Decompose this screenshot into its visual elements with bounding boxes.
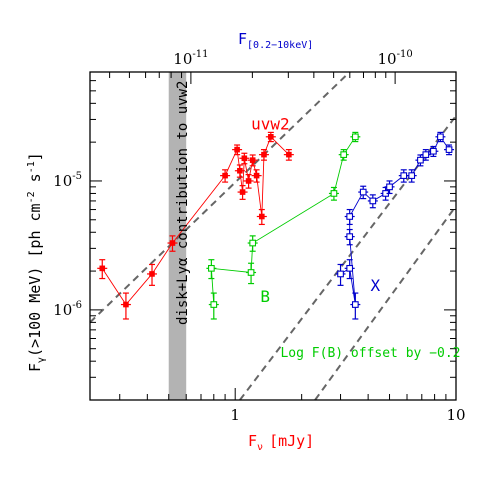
data-point	[123, 301, 129, 308]
plot-frame	[89, 71, 457, 401]
x-tick-label: 10	[446, 406, 465, 424]
top-tick-label: 10-11	[173, 49, 208, 68]
axes-layer: 1 10 10-6 10-5 10-11 10-10	[53, 49, 465, 424]
series-layer	[97, 131, 455, 320]
data-point	[369, 197, 377, 205]
y-tick-label: 10-5	[53, 171, 82, 190]
data-point	[437, 133, 444, 141]
series-line	[210, 136, 356, 305]
data-point	[417, 156, 424, 164]
data-point	[346, 264, 354, 272]
data-point	[351, 301, 359, 308]
series-uvw2	[97, 131, 294, 320]
data-point	[340, 151, 348, 158]
annotation-offset: Log F(B) offset by −0.2	[280, 346, 460, 361]
data-point	[245, 178, 252, 184]
data-point	[234, 146, 240, 153]
dashed-lines-layer	[89, 71, 457, 401]
data-point	[351, 133, 359, 141]
top-tick-label: 10-10	[378, 49, 413, 68]
band-label: disk+Lyα contribution to uvw2	[175, 81, 191, 325]
data-point	[346, 233, 354, 240]
data-point	[386, 183, 393, 191]
series-x	[335, 131, 455, 320]
series-b	[206, 131, 361, 320]
data-point	[241, 155, 248, 162]
series-line	[340, 135, 450, 305]
y-axis-label: Fγ(>100 MeV) [ph cm-2 s-1]	[26, 152, 47, 372]
data-point	[169, 240, 176, 246]
data-point	[261, 151, 267, 158]
data-point	[400, 172, 408, 179]
data-point	[268, 134, 274, 140]
data-point	[346, 213, 354, 220]
top-axis-label: F[0.2−10keV]	[238, 30, 313, 51]
series-label-x: X	[371, 276, 381, 295]
data-point	[445, 146, 453, 153]
series-label-uvw2: uvw2	[251, 115, 290, 134]
series-line	[101, 136, 290, 306]
data-point	[239, 189, 246, 195]
text-layer: disk+Lyα contribution to uvw2 Log F(B) o…	[26, 30, 461, 453]
data-point	[359, 188, 367, 196]
dashed-line-2	[314, 205, 457, 401]
data-point	[422, 151, 430, 158]
data-point	[286, 151, 292, 158]
data-point	[337, 270, 344, 278]
data-point	[408, 172, 416, 179]
data-point	[430, 147, 437, 155]
data-point	[253, 172, 260, 179]
data-point	[99, 265, 106, 272]
dashed-line-0	[89, 71, 351, 324]
data-point	[249, 157, 256, 163]
data-point	[249, 239, 257, 247]
data-point	[237, 167, 243, 174]
y-tick-label: 10-6	[53, 300, 82, 319]
data-point	[259, 213, 265, 220]
series-label-b: B	[260, 287, 270, 306]
x-tick-label: 1	[230, 406, 240, 424]
data-point	[149, 271, 155, 277]
data-point	[222, 172, 228, 179]
data-point	[208, 264, 215, 272]
data-point	[330, 190, 338, 197]
data-point	[247, 269, 255, 276]
x-axis-label: Fν [mJy]	[248, 432, 314, 453]
data-point	[210, 301, 218, 308]
